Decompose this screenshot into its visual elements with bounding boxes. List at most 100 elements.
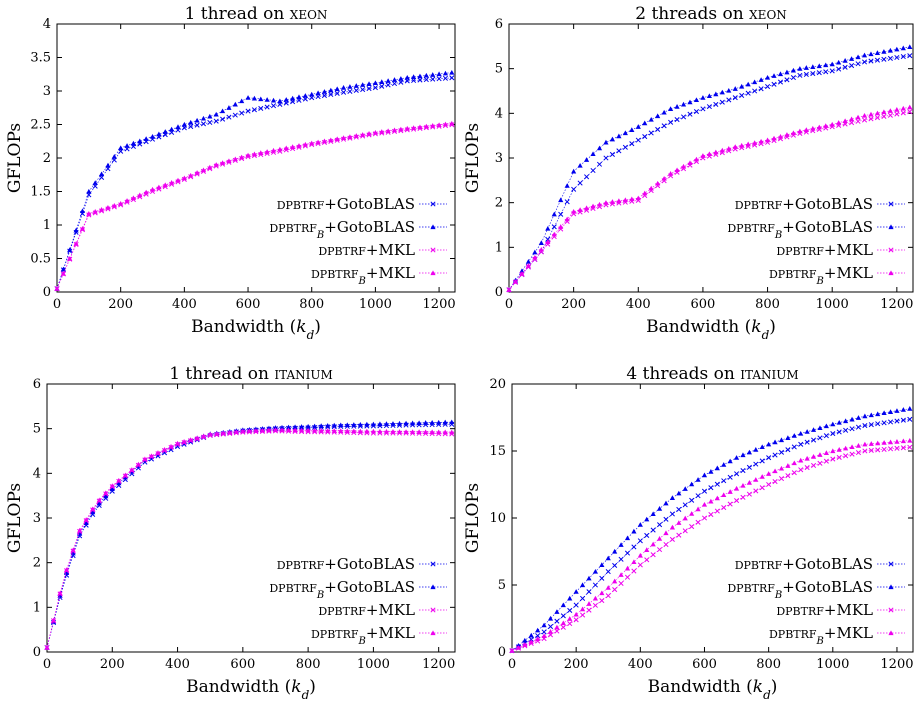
data-point <box>554 618 560 624</box>
data-point <box>713 91 719 97</box>
x-tick-label: 1200 <box>880 297 913 312</box>
legend-marker <box>430 607 436 613</box>
data-point <box>861 117 868 123</box>
data-point <box>366 81 372 86</box>
data-point <box>778 437 785 443</box>
data-point <box>240 428 246 434</box>
data-point <box>771 135 777 141</box>
data-point <box>907 104 913 110</box>
series-line <box>511 446 910 651</box>
series-line <box>511 408 910 651</box>
data-point <box>804 439 810 445</box>
data-point <box>541 633 547 638</box>
data-point <box>535 633 541 639</box>
data-point <box>586 589 592 595</box>
data-point <box>817 435 823 441</box>
data-point <box>430 72 436 77</box>
data-point <box>296 94 302 100</box>
data-point <box>390 429 396 434</box>
x-tick-label: 1200 <box>422 657 455 672</box>
data-point <box>340 85 347 90</box>
legend-item: DPBTRF+MKL <box>318 601 447 619</box>
data-point <box>746 464 752 470</box>
data-point <box>674 104 680 109</box>
data-point <box>874 50 881 55</box>
data-point <box>551 231 557 237</box>
data-point <box>900 110 906 116</box>
legend: DPBTRF+GotoBLAS DPBTRFB+GotoBLASDPBTRF+MK… <box>727 195 905 287</box>
data-point <box>344 422 350 427</box>
data-point <box>823 62 829 68</box>
y-tick-label: 0.5 <box>30 252 51 267</box>
data-point <box>798 457 804 463</box>
data-point <box>258 105 264 111</box>
data-point <box>564 216 570 222</box>
data-point <box>778 449 785 455</box>
data-point <box>907 444 913 450</box>
y-tick-label: 4 <box>43 17 51 32</box>
legend-marker <box>888 607 894 613</box>
legend: DPBTRF+GotoBLAS DPBTRFB+GotoBLASDPBTRF+MK… <box>269 195 447 287</box>
y-tick-label: 1 <box>43 218 51 233</box>
data-point <box>772 478 778 485</box>
data-point <box>385 128 391 134</box>
legend-label: DPBTRF+GotoBLAS <box>735 195 873 213</box>
y-tick-label: 5 <box>495 62 503 77</box>
data-point <box>298 424 305 429</box>
data-point <box>817 452 823 457</box>
legend-item: DPBTRFB+MKL <box>311 264 447 287</box>
data-point <box>449 75 455 81</box>
data-point <box>290 144 296 149</box>
x-tick-label: 600 <box>692 657 717 672</box>
data-point <box>644 557 650 563</box>
data-point <box>648 130 654 136</box>
data-point <box>302 93 308 98</box>
data-point <box>726 97 732 103</box>
data-point <box>868 447 874 454</box>
data-point <box>129 467 135 472</box>
data-point <box>753 447 759 452</box>
data-point <box>804 429 810 434</box>
data-point <box>733 485 740 491</box>
data-point <box>305 423 311 429</box>
data-point <box>156 184 162 190</box>
x-tick-label: 1200 <box>423 297 456 312</box>
x-tick-label: 0 <box>505 297 513 312</box>
data-point <box>618 580 624 586</box>
data-point <box>894 418 900 424</box>
data-point <box>830 456 836 462</box>
data-point <box>385 78 391 83</box>
data-point <box>759 485 765 491</box>
data-point <box>868 422 874 428</box>
data-point <box>149 186 156 192</box>
data-point <box>429 419 435 425</box>
data-point <box>642 190 648 196</box>
data-point <box>586 601 592 606</box>
data-point <box>429 429 435 435</box>
data-point <box>887 419 894 425</box>
data-point <box>700 95 706 100</box>
data-point <box>264 149 270 154</box>
data-point <box>849 426 855 432</box>
y-tick-label: 20 <box>489 377 506 392</box>
data-point <box>785 473 791 479</box>
data-point <box>881 113 887 120</box>
series-dpbtrf-b-gotoblas <box>54 69 455 291</box>
data-point <box>409 420 416 426</box>
legend-label: DPBTRFB+GotoBLAS <box>727 218 873 241</box>
data-point <box>564 199 570 205</box>
data-point <box>360 132 366 137</box>
data-point <box>194 122 200 128</box>
data-point <box>706 104 712 110</box>
data-point <box>740 482 746 488</box>
data-point <box>817 460 823 466</box>
legend-item: DPBTRFB+MKL <box>769 624 905 647</box>
x-tick-label: 200 <box>561 297 586 312</box>
data-point <box>669 511 675 517</box>
x-tick-label: 800 <box>756 657 781 672</box>
data-point <box>810 437 817 443</box>
data-point <box>258 96 264 102</box>
data-point <box>309 140 315 146</box>
data-point <box>583 205 590 211</box>
data-point <box>656 506 663 511</box>
